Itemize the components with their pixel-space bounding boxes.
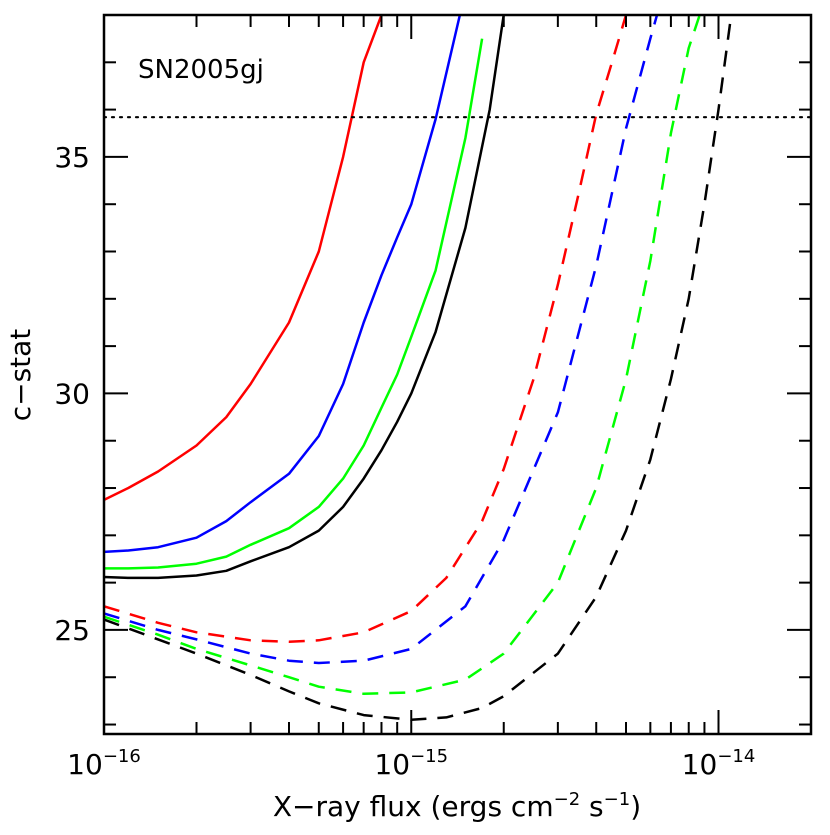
- series-line-6: [104, 15, 659, 665]
- chart-annotation: SN2005gj: [138, 55, 264, 85]
- x-axis-label-suffix: ): [630, 790, 641, 823]
- series-line-7: [104, 15, 702, 696]
- series-layer: [104, 15, 733, 722]
- series-line-8: [104, 15, 733, 722]
- series-line-2: [104, 15, 462, 554]
- x-tick-label: 10−16: [67, 746, 141, 781]
- x-tick-base: 10: [374, 748, 410, 781]
- series-line-1: [104, 15, 383, 502]
- x-tick-exponent: −14: [717, 746, 755, 767]
- y-tick-label: 25: [54, 614, 90, 647]
- y-tick-labels: 25 30 35: [54, 141, 90, 647]
- plot-frame: [102, 13, 813, 736]
- x-tick-exponent: −15: [410, 746, 448, 767]
- x-axis-label-mid: s: [580, 790, 604, 823]
- x-tick-label: 10−15: [374, 746, 448, 781]
- x-tick-base: 10: [682, 748, 718, 781]
- series-line-4: [104, 15, 505, 580]
- x-axis-label-prefix: X−ray flux (ergs cm: [273, 790, 554, 823]
- x-tick-base: 10: [67, 748, 103, 781]
- y-axis-label: c−stat: [4, 329, 37, 422]
- x-tick-exponent: −16: [103, 746, 141, 767]
- x-tick-label: 10−14: [682, 746, 756, 781]
- x-axis-label-exp2: −1: [604, 789, 631, 810]
- x-axis-label-exp1: −2: [554, 789, 581, 810]
- y-tick-label: 30: [54, 377, 90, 410]
- x-axis-label: X−ray flux (ergs cm−2 s−1): [273, 789, 641, 823]
- x-tick-labels: 10−16 10−15 10−14: [67, 746, 755, 781]
- series-line-3: [104, 38, 484, 570]
- tick-layer: [103, 14, 812, 734]
- series-line-5: [104, 15, 628, 644]
- y-tick-label: 35: [54, 141, 90, 174]
